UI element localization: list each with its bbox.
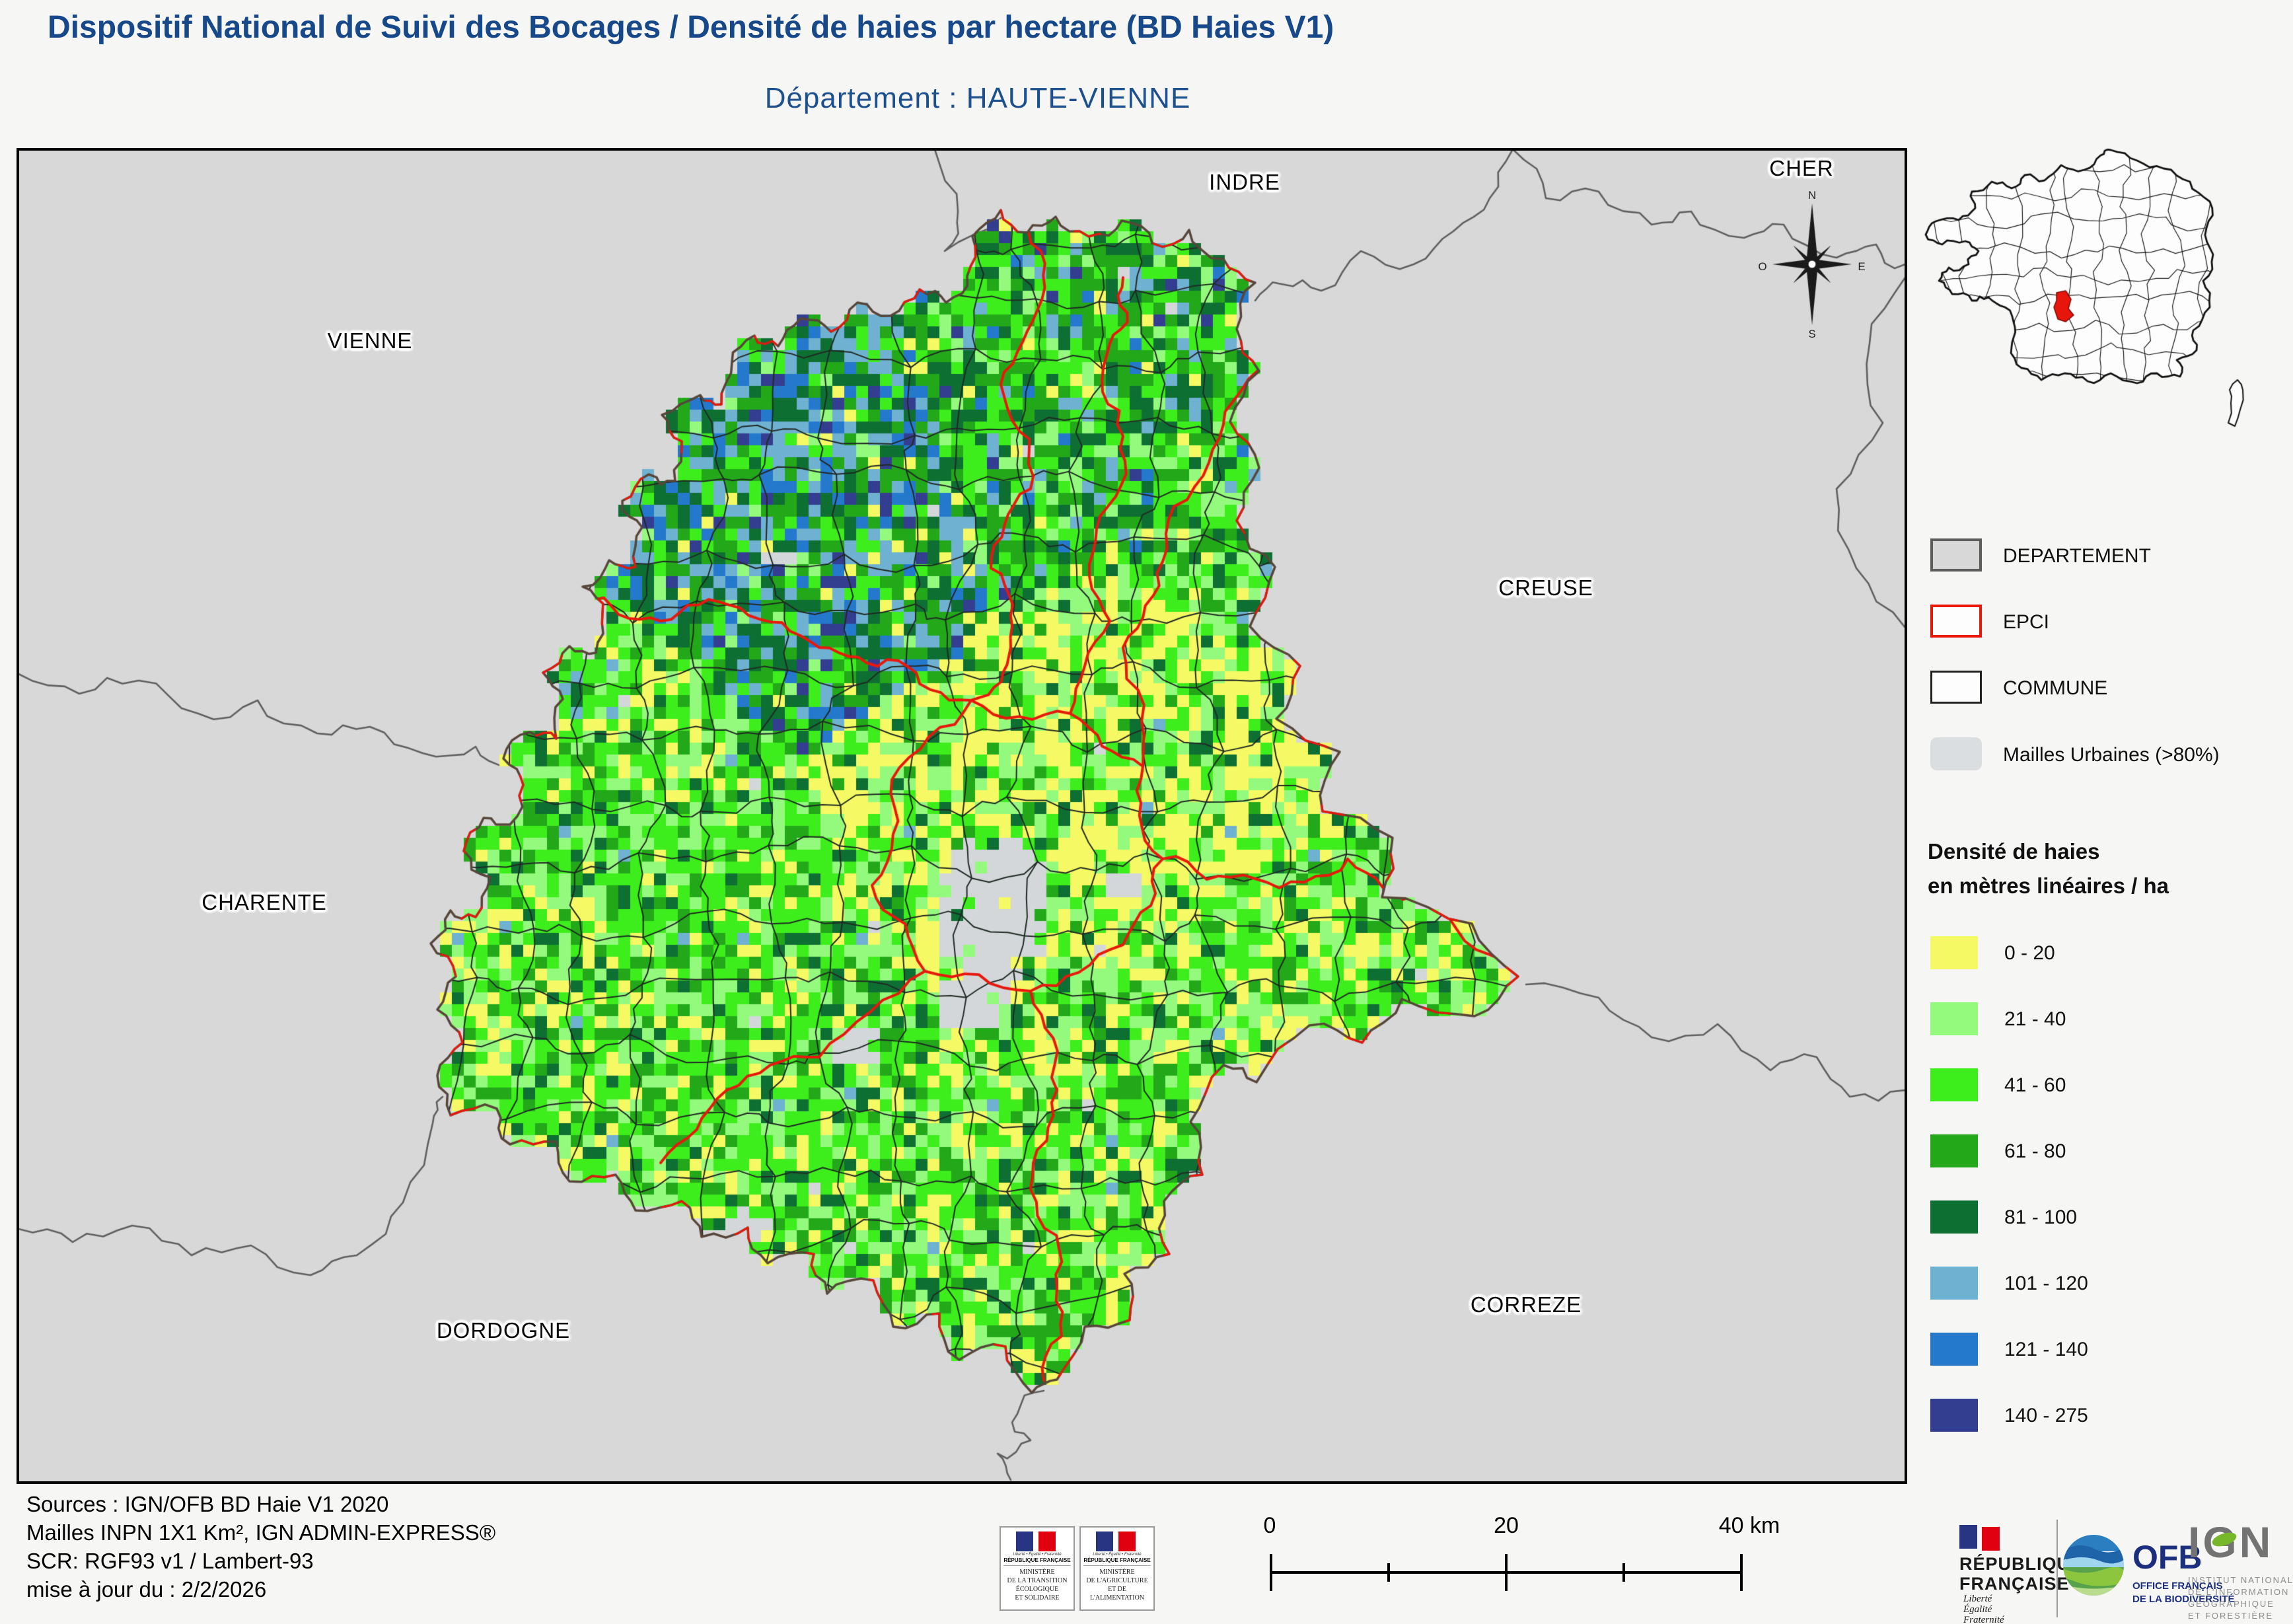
scale-bar: 0 20 40 km — [1264, 1513, 1780, 1592]
scale-tick — [1387, 1563, 1390, 1582]
map-frame: VIENNE INDRE CHER CREUSE CHARENTE DORDOGNE COR… — [17, 148, 1907, 1484]
ministry-motto: Liberté • Égalité • Fraternité — [1013, 1553, 1062, 1557]
sw-urban-swatch — [1930, 737, 1982, 770]
ign-sub-1: INSTITUT NATIONAL — [2188, 1575, 2293, 1585]
sources-line-2: Mailles INPN 1X1 Km², IGN ADMIN-EXPRESS® — [26, 1520, 496, 1545]
logo-separator — [2056, 1520, 2058, 1617]
ofb-globe-icon — [2063, 1535, 2124, 1596]
neighbor-department-label: VIENNE — [327, 328, 413, 353]
ign-sub-2: DE L'INFORMATION — [2188, 1587, 2290, 1597]
density-class-swatch — [1930, 1267, 1978, 1300]
neighbor-department-label: CHARENTE — [201, 890, 327, 914]
sources-line-1: Sources : IGN/OFB BD Haie V1 2020 — [26, 1492, 389, 1516]
rf-motto-1: Liberté — [1963, 1594, 1992, 1604]
sources-line-3: SCR: RGF93 v1 / Lambert-93 — [26, 1549, 314, 1573]
density-legend-title-line2: en mètres linéaires / ha — [1928, 873, 2169, 898]
ign-sub-3: GÉOGRAPHIQUE — [2188, 1599, 2275, 1609]
legend-boundary-label: EPCI — [2003, 611, 2050, 633]
ign-sub-4: ET FORESTIÈRE — [2188, 1611, 2274, 1621]
density-class-label: 61 - 80 — [2004, 1140, 2066, 1162]
legend-boundary-label: COMMUNE — [2003, 677, 2108, 699]
ign-leaf-icon — [2212, 1532, 2237, 1547]
ministry-name-line: DE LA TRANSITION — [1007, 1577, 1068, 1584]
ministry-logo-box: Liberté • Égalité • Fraternité RÉPUBLIQUE… — [1079, 1526, 1155, 1611]
scale-tick — [1740, 1554, 1743, 1591]
compass-north-label: N — [1807, 189, 1817, 202]
scale-label-0: 0 — [1263, 1513, 1276, 1538]
legend-boundary-label: Mailles Urbaines (>80%) — [2003, 744, 2220, 766]
density-class-label: 81 - 100 — [2004, 1206, 2078, 1228]
density-class-swatch — [1930, 1333, 1978, 1366]
ministry-name-line: ET DE — [1108, 1586, 1126, 1593]
density-legend-title-line1: Densité de haies — [1928, 839, 2100, 864]
density-class-swatch — [1930, 1068, 1978, 1101]
neighbor-department-label: CORREZE — [1470, 1292, 1582, 1317]
scale-tick — [1505, 1554, 1508, 1591]
scale-label-20: 20 — [1494, 1513, 1519, 1538]
density-class-label: 121 - 140 — [2004, 1339, 2088, 1360]
rf-line1: RÉPUBLIQUE — [1959, 1554, 2084, 1574]
rf-motto-3: Fraternité — [1963, 1615, 2004, 1624]
ministry-republic-label: RÉPUBLIQUE FRANÇAISE — [1083, 1557, 1151, 1566]
scale-tick — [1270, 1554, 1272, 1591]
ministry-logo-box: Liberté • Égalité • Fraternité RÉPUBLIQUE… — [1000, 1526, 1075, 1611]
density-class-swatch — [1930, 1200, 1978, 1234]
french-flag-icon — [1016, 1532, 1058, 1551]
rf-line2: FRANÇAISE — [1959, 1574, 2070, 1594]
ministry-name-line: DE L'AGRICULTURE — [1086, 1577, 1148, 1584]
density-class-label: 0 - 20 — [2004, 942, 2055, 964]
ministry-motto: Liberté • Égalité • Fraternité — [1093, 1553, 1142, 1557]
density-class-swatch — [1930, 1399, 1978, 1432]
sw-dept-swatch — [1930, 538, 1982, 572]
density-class-swatch — [1930, 1002, 1978, 1035]
density-class-label: 140 - 275 — [2004, 1405, 2088, 1426]
ministry-republic-label: RÉPUBLIQUE FRANÇAISE — [1003, 1557, 1071, 1566]
sw-commune-swatch — [1930, 671, 1982, 704]
page-subtitle: Département : HAUTE-VIENNE — [764, 82, 1191, 114]
ministry-name-line: ET SOLIDAIRE — [1015, 1594, 1060, 1602]
compass-west-label: O — [1758, 260, 1767, 273]
density-class-label: 101 - 120 — [2004, 1273, 2088, 1294]
ministry-name-line: ÉCOLOGIQUE — [1015, 1586, 1059, 1593]
choropleth-map-canvas — [19, 151, 1905, 1481]
ministry-name-line: MINISTÈRE — [1099, 1569, 1135, 1576]
ofb-sub1: OFFICE FRANÇAIS — [2132, 1580, 2223, 1592]
page-title: Dispositif National de Suivi des Bocages… — [48, 10, 1334, 45]
sources-line-4: mise à jour du : 2/2/2026 — [26, 1577, 267, 1602]
ofb-sub2: DE LA BIODIVERSITÉ — [2132, 1594, 2235, 1605]
ministry-name-line: MINISTÈRE — [1019, 1569, 1055, 1576]
legend-boundary-label: DEPARTEMENT — [2003, 545, 2151, 567]
density-class-label: 41 - 60 — [2004, 1074, 2066, 1096]
france-locator-inset-map — [1912, 142, 2273, 436]
neighbor-department-label: CHER — [1769, 156, 1834, 180]
scale-label-40km: 40 km — [1718, 1513, 1780, 1538]
french-flag-icon — [1959, 1525, 2002, 1551]
rf-motto-2: Égalité — [1963, 1604, 1992, 1615]
scale-tick — [1622, 1563, 1625, 1582]
neighbor-department-label: CREUSE — [1498, 575, 1593, 600]
compass-east-label: E — [1858, 260, 1866, 273]
neighbor-department-label: DORDOGNE — [436, 1318, 571, 1343]
compass-south-label: S — [1808, 328, 1816, 340]
ofb-name: OFB — [2132, 1539, 2202, 1576]
density-class-label: 21 - 40 — [2004, 1008, 2066, 1030]
density-class-swatch — [1930, 936, 1978, 969]
sw-epci-swatch — [1930, 605, 1982, 638]
neighbor-department-label: INDRE — [1209, 170, 1280, 194]
french-flag-icon — [1096, 1532, 1138, 1551]
ministry-name-line: L'ALIMENTATION — [1089, 1594, 1145, 1602]
density-class-swatch — [1930, 1134, 1978, 1167]
